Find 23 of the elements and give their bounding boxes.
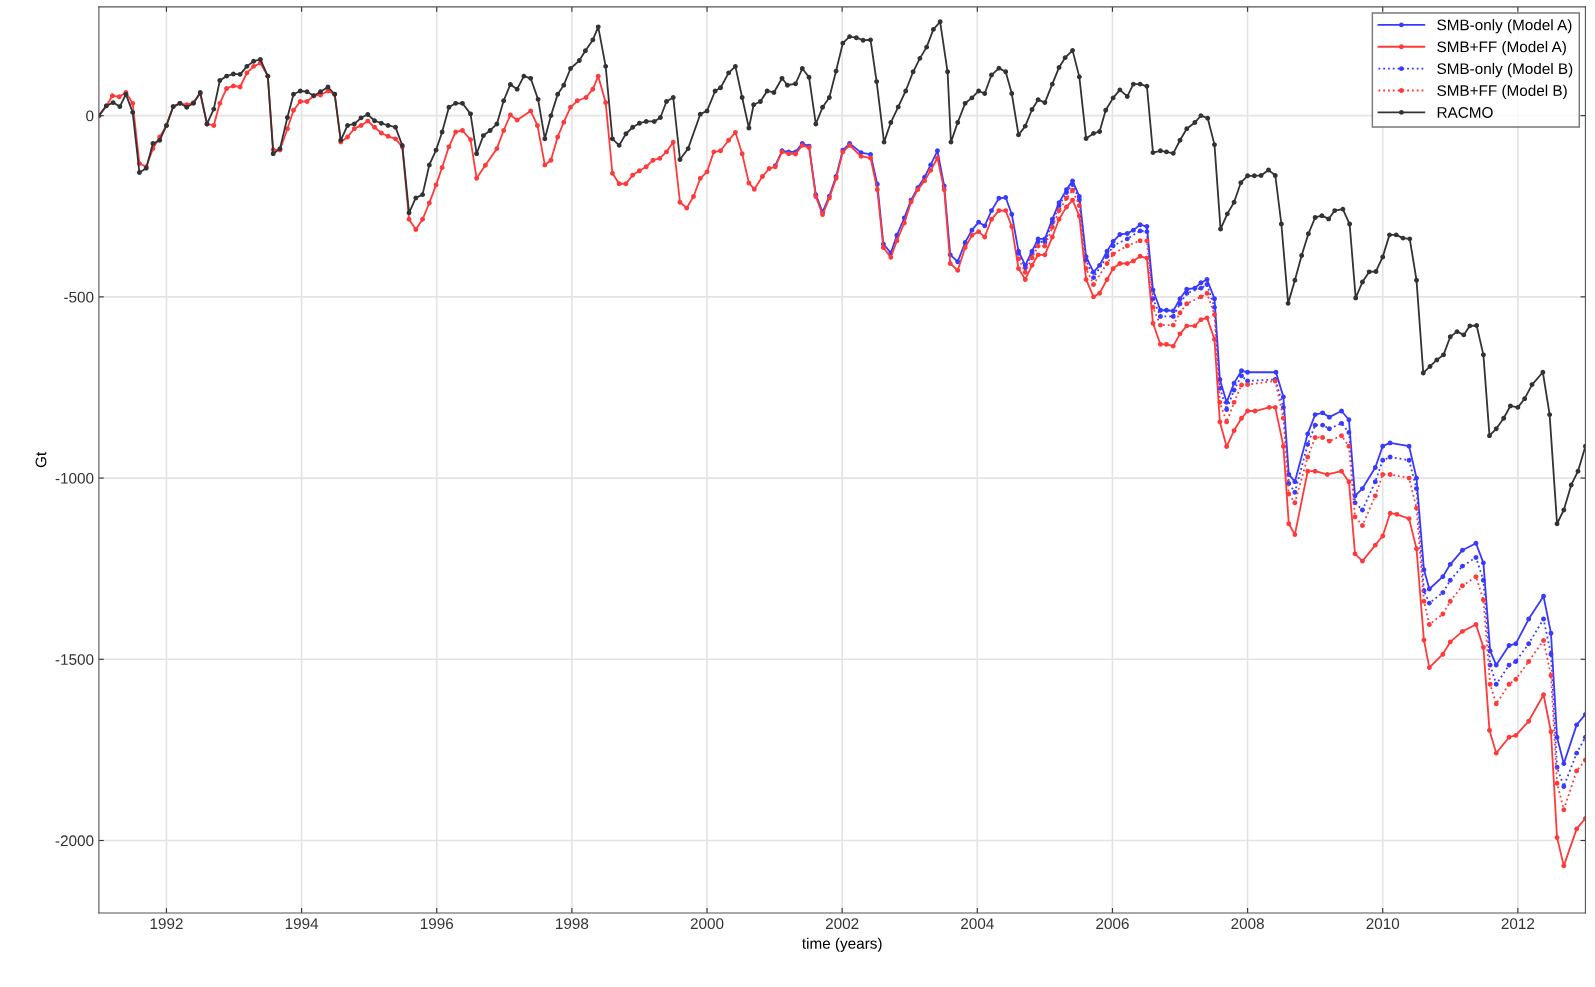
x-tick-label: 2000 (690, 918, 724, 930)
legend-label: SMB+FF (Model A) (1437, 41, 1566, 56)
y-tick-label: -2000 (55, 835, 94, 847)
x-tick-label: 1994 (285, 918, 319, 930)
x-tick-label: 1996 (420, 918, 454, 930)
x-axis-title: time (years) (802, 937, 882, 952)
x-tick-label: 2002 (825, 918, 859, 930)
x-tick-label: 2004 (961, 918, 994, 930)
y-tick-label: -500 (64, 291, 94, 303)
y-tick-label: -1000 (55, 472, 94, 484)
x-tick-label: 2006 (1096, 918, 1129, 930)
legend-label: SMB+FF (Model B) (1437, 84, 1567, 100)
y-axis-title: Gt (35, 451, 47, 468)
legend-label: RACMO (1437, 107, 1493, 118)
y-tick-label: -1500 (55, 654, 94, 665)
x-tick-label: 1992 (150, 918, 183, 930)
x-tick-label: 2012 (1501, 918, 1535, 930)
y-tick-label: 0 (86, 110, 94, 122)
legend-label: SMB-only (Model A) (1437, 19, 1572, 34)
x-tick-label: 2010 (1366, 918, 1400, 930)
x-tick-label: 1998 (556, 918, 589, 930)
legend-label: SMB-only (Model B) (1437, 62, 1573, 78)
x-tick-label: 2008 (1231, 918, 1264, 930)
